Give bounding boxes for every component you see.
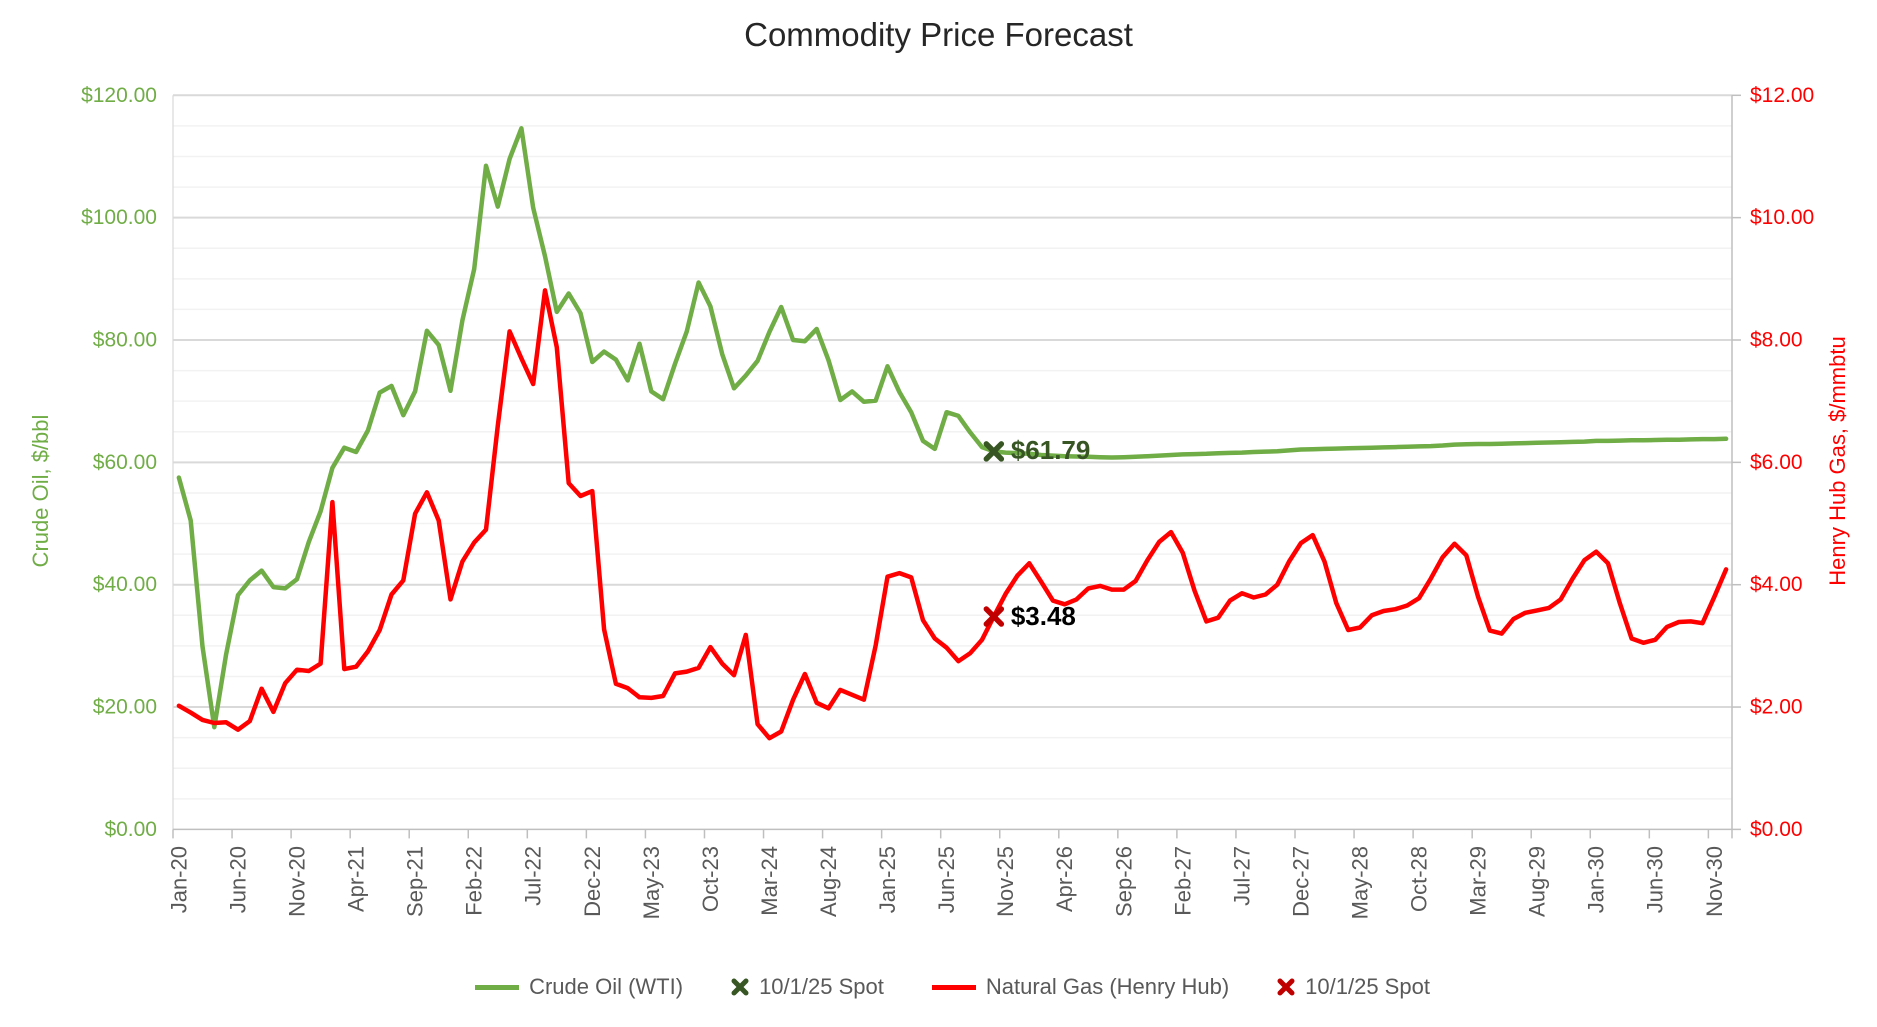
x-axis-tick-label: Jun-25 bbox=[934, 846, 959, 913]
left-axis-tick-label: $100.00 bbox=[81, 206, 157, 229]
legend-line-sample-icon bbox=[931, 984, 976, 990]
left-axis-title: Crude Oil, $/bbl bbox=[28, 414, 53, 568]
left-axis-tick-label: $120.00 bbox=[81, 84, 157, 107]
x-axis-tick-label: Jun-30 bbox=[1643, 846, 1668, 913]
gridlines bbox=[173, 94, 1732, 800]
spot-annotation: $61.79 bbox=[1010, 435, 1091, 466]
left-axis-tick-label: $0.00 bbox=[104, 818, 157, 841]
right-axis-tick-label: $4.00 bbox=[1750, 573, 1803, 596]
legend-line-sample-icon bbox=[475, 984, 520, 990]
x-axis-tick-label: Mar-24 bbox=[757, 846, 782, 916]
right-axis-tick-label: $12.00 bbox=[1750, 84, 1814, 107]
legend-item: 10/1/25 Spot bbox=[1277, 974, 1430, 1000]
legend-x-marker-icon bbox=[1277, 978, 1295, 996]
x-axis-tick-label: Nov-25 bbox=[993, 846, 1018, 917]
x-axis-tick-label: Apr-21 bbox=[344, 846, 369, 912]
series-line-natural-gas bbox=[176, 288, 1729, 741]
x-axis-tick-label: Jan-25 bbox=[875, 846, 900, 913]
x-axis-tick-label: Aug-29 bbox=[1525, 846, 1550, 917]
x-axis-tick-label: Dec-22 bbox=[580, 846, 605, 917]
chart-title: Commodity Price Forecast bbox=[744, 16, 1133, 53]
x-axis-tick-label: Aug-24 bbox=[816, 846, 841, 917]
left-axis-tick-label: $40.00 bbox=[93, 573, 157, 596]
x-axis-tick-label: Sep-26 bbox=[1111, 846, 1136, 917]
x-axis-tick-label: Nov-20 bbox=[285, 846, 310, 917]
legend-item: Crude Oil (WTI) bbox=[475, 974, 683, 1000]
legend-x-marker-icon bbox=[731, 978, 749, 996]
x-axis-tick-label: Jun-20 bbox=[225, 846, 250, 913]
left-axis-tick-label: $20.00 bbox=[93, 696, 157, 719]
x-axis-tick-label: Mar-29 bbox=[1466, 846, 1491, 916]
right-axis-title: Henry Hub Gas, $/mmbtu bbox=[1825, 336, 1850, 586]
x-axis-tick-label: May-28 bbox=[1347, 846, 1372, 919]
right-axis-tick-label: $10.00 bbox=[1750, 206, 1814, 229]
spot-annotation: $3.48 bbox=[1010, 600, 1076, 631]
right-axis-tick-label: $2.00 bbox=[1750, 696, 1803, 719]
right-axis-tick-label: $0.00 bbox=[1750, 818, 1803, 841]
series-line-crude-oil bbox=[176, 126, 1729, 730]
x-axis-tick-label: Jul-27 bbox=[1229, 846, 1254, 906]
axis-labels: $0.00 $20.00 $40.00 $60.00 $80.00 $100.00 $120… bbox=[81, 84, 1814, 920]
x-axis-tick-label: Jul-22 bbox=[521, 846, 546, 906]
x-axis-tick-label: May-23 bbox=[639, 846, 664, 919]
legend-label: Natural Gas (Henry Hub) bbox=[985, 974, 1230, 999]
legend-item: 10/1/25 Spot bbox=[731, 974, 884, 1000]
left-axis-tick-label: $80.00 bbox=[93, 329, 157, 352]
legend-label: 10/1/25 Spot bbox=[759, 974, 884, 999]
legend-label: 10/1/25 Spot bbox=[1305, 974, 1430, 999]
x-axis-tick-label: Oct-23 bbox=[698, 846, 723, 912]
chart-legend: Crude Oil (WTI) 10/1/25 Spot Natural Gas (… bbox=[173, 974, 1732, 1000]
legend-item: Natural Gas (Henry Hub) bbox=[931, 974, 1230, 1000]
legend-label: Crude Oil (WTI) bbox=[529, 974, 684, 999]
spot-marker-x-icon bbox=[983, 606, 1005, 627]
x-axis-tick-label: Jan-30 bbox=[1584, 846, 1609, 913]
left-axis-tick-label: $60.00 bbox=[93, 451, 157, 474]
x-axis-tick-label: Feb-22 bbox=[462, 846, 487, 916]
x-axis-tick-label: Oct-28 bbox=[1407, 846, 1432, 912]
x-axis-tick-label: Dec-27 bbox=[1288, 846, 1313, 917]
right-axis-tick-label: $8.00 bbox=[1750, 329, 1803, 352]
axes bbox=[172, 94, 1741, 839]
x-axis-tick-label: Jan-20 bbox=[166, 846, 191, 913]
x-axis-tick-label: Apr-26 bbox=[1052, 846, 1077, 912]
right-axis-tick-label: $6.00 bbox=[1750, 451, 1803, 474]
x-axis-tick-label: Nov-30 bbox=[1702, 846, 1727, 917]
x-axis-tick-label: Feb-27 bbox=[1170, 846, 1195, 916]
x-axis-tick-label: Sep-21 bbox=[403, 846, 428, 917]
spot-marker-x-icon bbox=[983, 441, 1005, 462]
